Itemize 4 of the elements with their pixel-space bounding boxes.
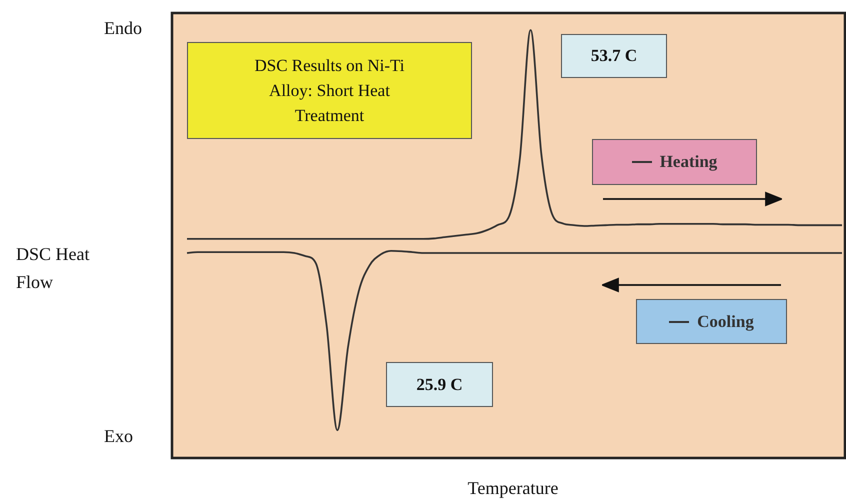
text: Endo (104, 18, 142, 39)
y-axis-title: DSC Heat Flow (16, 243, 90, 294)
text: Exo (104, 426, 133, 447)
x-axis-title: Temperature (466, 478, 560, 499)
